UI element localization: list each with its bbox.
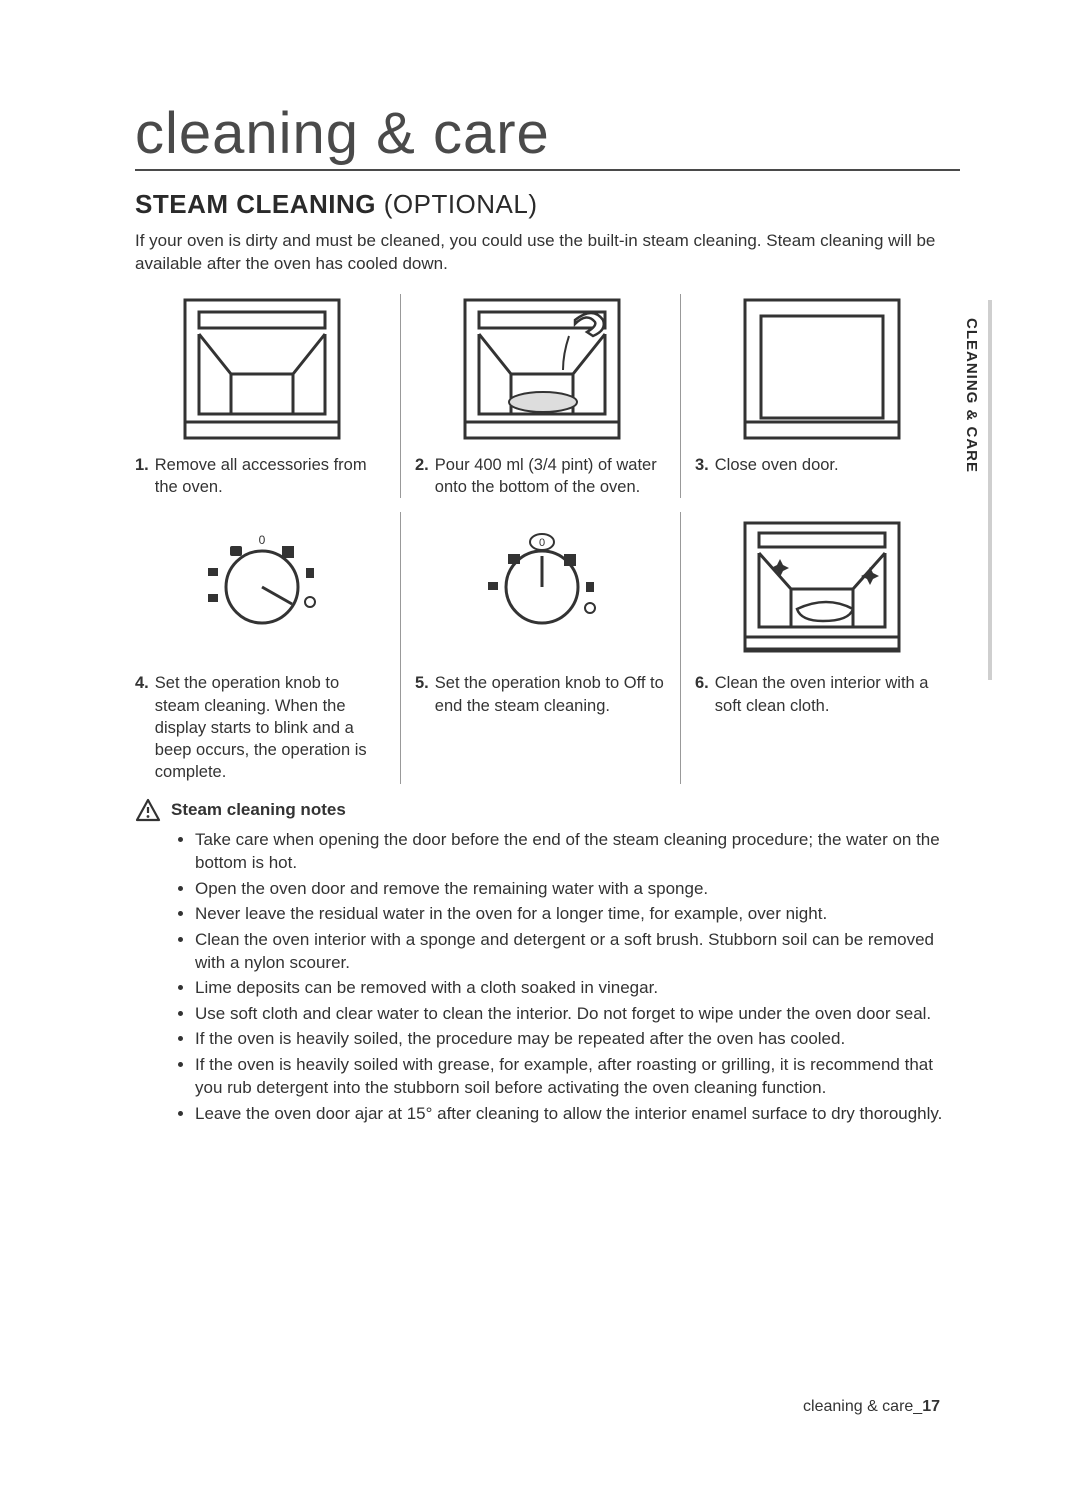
note-item: Use soft cloth and clear water to clean … [195,1002,960,1025]
note-item: If the oven is heavily soiled with greas… [195,1053,960,1100]
step-4-text: 4. Set the operation knob to steam clean… [135,672,388,783]
note-item: Never leave the residual water in the ov… [195,902,960,925]
step-2-body: Pour 400 ml (3/4 pint) of water onto the… [435,454,668,499]
warning-icon [135,798,161,822]
note-item: If the oven is heavily soiled, the proce… [195,1027,960,1050]
step-6-illustration [695,512,948,662]
note-item: Leave the oven door ajar at 15° after cl… [195,1102,960,1125]
heading-light: (OPTIONAL) [376,189,538,219]
step-4: 0 4. Set the operation knob to steam cle… [135,512,400,783]
step-1-illustration [135,294,388,444]
steps-row-2: 0 4. Set the operation knob to steam cle… [135,512,960,783]
step-2-illustration [415,294,668,444]
step-5-text: 5. Set the operation knob to Off to end … [415,672,668,717]
step-3-illustration [695,294,948,444]
heading-bold: STEAM CLEANING [135,189,376,219]
step-6-num: 6. [695,672,709,717]
step-1-text: 1. Remove all accessories from the oven. [135,454,388,499]
notes-heading-text: Steam cleaning notes [171,800,346,820]
note-item: Clean the oven interior with a sponge an… [195,928,960,975]
step-5: 0 5. Set the operation knob to Off to en… [400,512,680,783]
step-4-body: Set the operation knob to steam cleaning… [155,672,388,783]
step-6-text: 6. Clean the oven interior with a soft c… [695,672,948,717]
footer-section: cleaning & care_ [803,1398,922,1415]
step-4-illustration: 0 [135,512,388,662]
step-1-num: 1. [135,454,149,499]
step-6: 6. Clean the oven interior with a soft c… [680,512,960,783]
notes-header: Steam cleaning notes [135,798,960,822]
step-4-num: 4. [135,672,149,783]
step-3-body: Close oven door. [715,454,839,476]
step-1: 1. Remove all accessories from the oven. [135,294,400,499]
step-3: 3. Close oven door. [680,294,960,499]
step-2-text: 2. Pour 400 ml (3/4 pint) of water onto … [415,454,668,499]
steps-row-1: 1. Remove all accessories from the oven.… [135,294,960,499]
section-heading: STEAM CLEANING (OPTIONAL) [135,189,960,220]
section-intro: If your oven is dirty and must be cleane… [135,230,960,276]
page-title: cleaning & care [135,100,960,171]
step-2-num: 2. [415,454,429,499]
step-2: 2. Pour 400 ml (3/4 pint) of water onto … [400,294,680,499]
note-item: Open the oven door and remove the remain… [195,877,960,900]
section-tab-bar [988,300,992,680]
step-5-illustration: 0 [415,512,668,662]
notes-block: Steam cleaning notes Take care when open… [135,798,960,1125]
step-3-num: 3. [695,454,709,476]
footer-page-number: 17 [922,1398,940,1415]
step-3-text: 3. Close oven door. [695,454,948,476]
note-item: Take care when opening the door before t… [195,828,960,875]
step-1-body: Remove all accessories from the oven. [155,454,388,499]
svg-text:0: 0 [538,537,544,549]
step-5-body: Set the operation knob to Off to end the… [435,672,668,717]
section-tab-label: CLEANING & CARE [963,318,980,473]
step-6-body: Clean the oven interior with a soft clea… [715,672,948,717]
page-footer: cleaning & care_17 [803,1398,940,1416]
step-5-num: 5. [415,672,429,717]
notes-list: Take care when opening the door before t… [135,828,960,1125]
svg-text:0: 0 [258,533,265,547]
note-item: Lime deposits can be removed with a clot… [195,976,960,999]
